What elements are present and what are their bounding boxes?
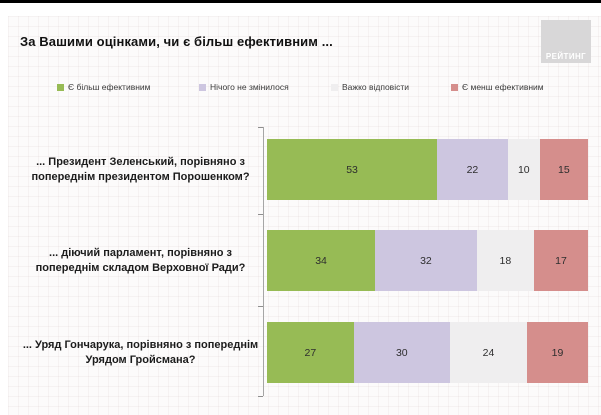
- category-label: ... Уряд Гончарука, порівняно з попередн…: [22, 338, 259, 366]
- top-divider: [0, 0, 601, 3]
- bar-row: 53 22 10 15: [267, 139, 588, 200]
- bar-segment: 53: [267, 139, 438, 200]
- bar-value-label: 53: [346, 163, 358, 176]
- legend-item: Є менш ефективним: [451, 82, 544, 92]
- bar-segment: 32: [375, 230, 477, 291]
- page-title: За Вашими оцінками, чи є більш ефективни…: [20, 34, 333, 49]
- bar-value-label: 17: [555, 254, 567, 267]
- bar-segment: 10: [507, 139, 540, 200]
- axis-tick: [258, 214, 263, 215]
- bar-segment: 34: [267, 230, 376, 291]
- bar-segment: 24: [449, 322, 527, 383]
- legend-swatch-icon: [451, 83, 458, 91]
- axis-tick: [258, 127, 263, 128]
- bar-row: 34 32 18 17: [267, 230, 589, 291]
- legend-swatch-icon: [57, 83, 64, 91]
- legend-swatch-icon: [331, 83, 338, 91]
- category-label: ... Президент Зеленський, порівняно з по…: [31, 155, 250, 183]
- axis-tick: [258, 306, 263, 307]
- bar-value-label: 34: [315, 254, 327, 267]
- bar-row: 27 30 24 19: [267, 322, 588, 383]
- axis-tick: [258, 396, 263, 397]
- bar-value-label: 18: [499, 254, 512, 267]
- legend-item: Важко відповісти: [331, 82, 409, 92]
- bar-value-label: 27: [304, 346, 317, 359]
- legend-label: Є менш ефективним: [462, 82, 544, 92]
- legend-label: Нічого не змінилося: [210, 82, 289, 92]
- bar-value-label: 30: [395, 346, 408, 359]
- bar-segment: 27: [267, 322, 354, 383]
- bar-value-label: 10: [517, 163, 530, 176]
- bar-segment: 22: [437, 139, 508, 200]
- bar-segment: 17: [533, 230, 589, 291]
- bar-value-label: 24: [482, 346, 495, 359]
- slide-background: [8, 16, 601, 415]
- bar-value-label: 32: [420, 254, 432, 267]
- bar-segment: 30: [353, 322, 450, 383]
- legend-swatch-icon: [199, 83, 206, 91]
- category-label: ... діючий парламент, порівняно з попере…: [35, 246, 246, 274]
- bar-segment: 19: [526, 322, 588, 383]
- category-axis-line: [263, 127, 264, 396]
- bar-segment: 18: [476, 230, 534, 291]
- legend-label: Важко відповісти: [342, 82, 409, 92]
- legend-item: Є більш ефективним: [57, 82, 151, 92]
- bar-value-label: 19: [551, 346, 564, 359]
- legend-label: Є більш ефективним: [68, 82, 151, 92]
- bar-segment: 15: [539, 139, 588, 200]
- bar-value-label: 15: [558, 163, 570, 176]
- legend-item: Нічого не змінилося: [199, 82, 289, 92]
- bar-value-label: 22: [466, 163, 479, 176]
- rating-logo: РЕЙТИНГ: [541, 20, 591, 63]
- rating-logo-text: РЕЙТИНГ: [545, 52, 587, 61]
